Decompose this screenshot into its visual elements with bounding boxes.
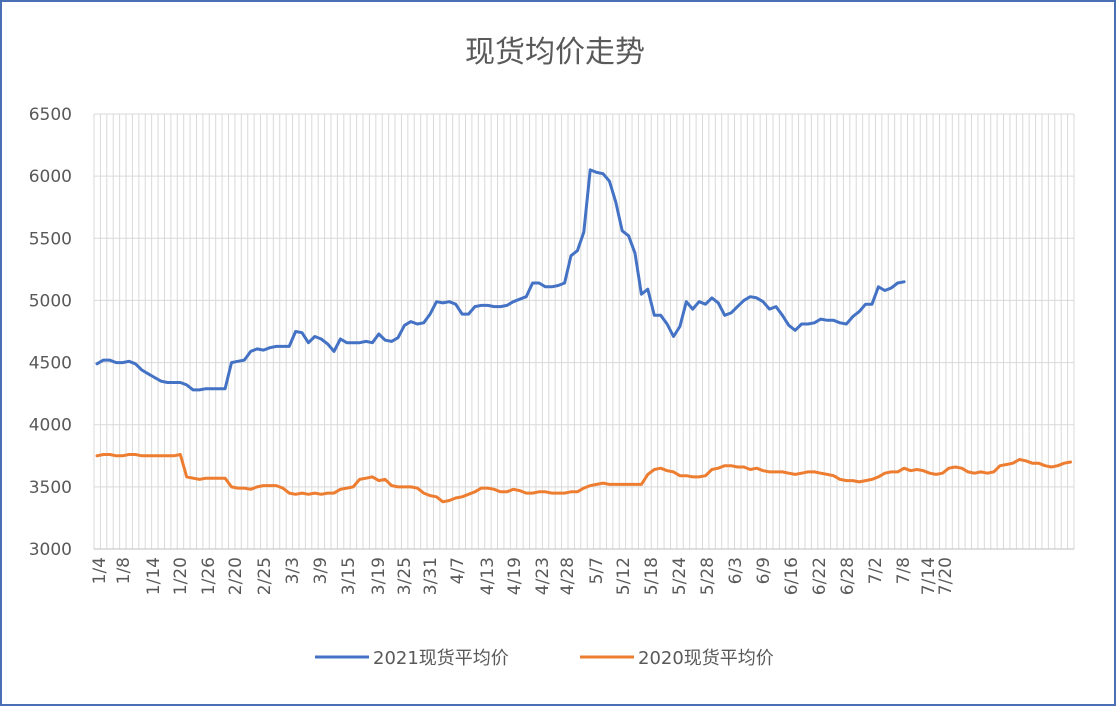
x-tick-label: 3/31 [421,557,441,595]
x-tick-label: 2/25 [255,557,275,595]
x-tick-label: 6/28 [838,557,858,595]
series-line-2 [95,453,1073,504]
x-tick-label: 3/9 [311,557,331,584]
x-tick-label: 3/19 [369,557,389,595]
x-tick-label: 6/3 [726,557,746,584]
y-tick-label: 6500 [29,105,72,125]
x-tick-label: 2/20 [226,557,246,595]
x-tick-label: 5/18 [642,557,662,595]
x-tick-label: 1/20 [171,557,191,595]
x-tick-label: 6/9 [754,557,774,584]
x-tick-label: 5/7 [587,557,607,584]
x-tick-label: 1/14 [144,557,164,595]
x-tick-label: 7/14 [919,557,939,595]
x-tick-label: 4/7 [448,557,468,584]
gridlines [93,113,1075,550]
x-tick-label: 1/4 [90,557,110,584]
x-tick-label: 7/2 [866,557,886,584]
y-tick-label: 6000 [29,167,72,187]
y-tick-label: 5000 [29,291,72,311]
legend-label: 2020现货平均价 [638,648,774,669]
chart-title: 现货均价走势 [465,35,645,70]
x-tick-label: 4/13 [478,557,498,595]
x-axis: 1/4 1/8 1/14 1/20 1/26 2/20 2/25 3/3 3/9 3/15 3/19… [90,557,956,595]
x-tick-label: 4/28 [558,557,578,595]
x-tick-label: 4/19 [505,557,525,595]
y-tick-label: 3500 [29,478,72,498]
y-tick-label: 4500 [29,354,72,374]
x-tick-label: 4/23 [533,557,553,595]
y-tick-label: 4000 [29,416,72,436]
x-tick-label: 5/12 [614,557,634,595]
x-tick-label: 1/26 [199,557,219,595]
y-axis: 3000 3500 4000 4500 5000 5500 6000 6500 [29,105,72,560]
x-tick-label: 1/8 [114,557,134,584]
legend: 2021现货平均价 2020现货平均价 [315,648,774,669]
y-tick-label: 5500 [29,229,72,249]
x-tick-label: 3/3 [283,557,303,584]
legend-label: 2021现货平均价 [373,648,509,669]
x-tick-label: 7/8 [894,557,914,584]
series-lines [95,168,1073,504]
y-tick-label: 3000 [29,540,72,560]
x-tick-label: 3/25 [395,557,415,595]
x-tick-label: 6/22 [810,557,830,595]
series-line-1 [95,168,906,392]
x-tick-label: 6/16 [782,557,802,595]
x-tick-label: 5/28 [698,557,718,595]
x-tick-label: 3/15 [339,557,359,595]
x-tick-label: 7/20 [936,557,956,595]
x-tick-label: 5/24 [670,557,690,595]
